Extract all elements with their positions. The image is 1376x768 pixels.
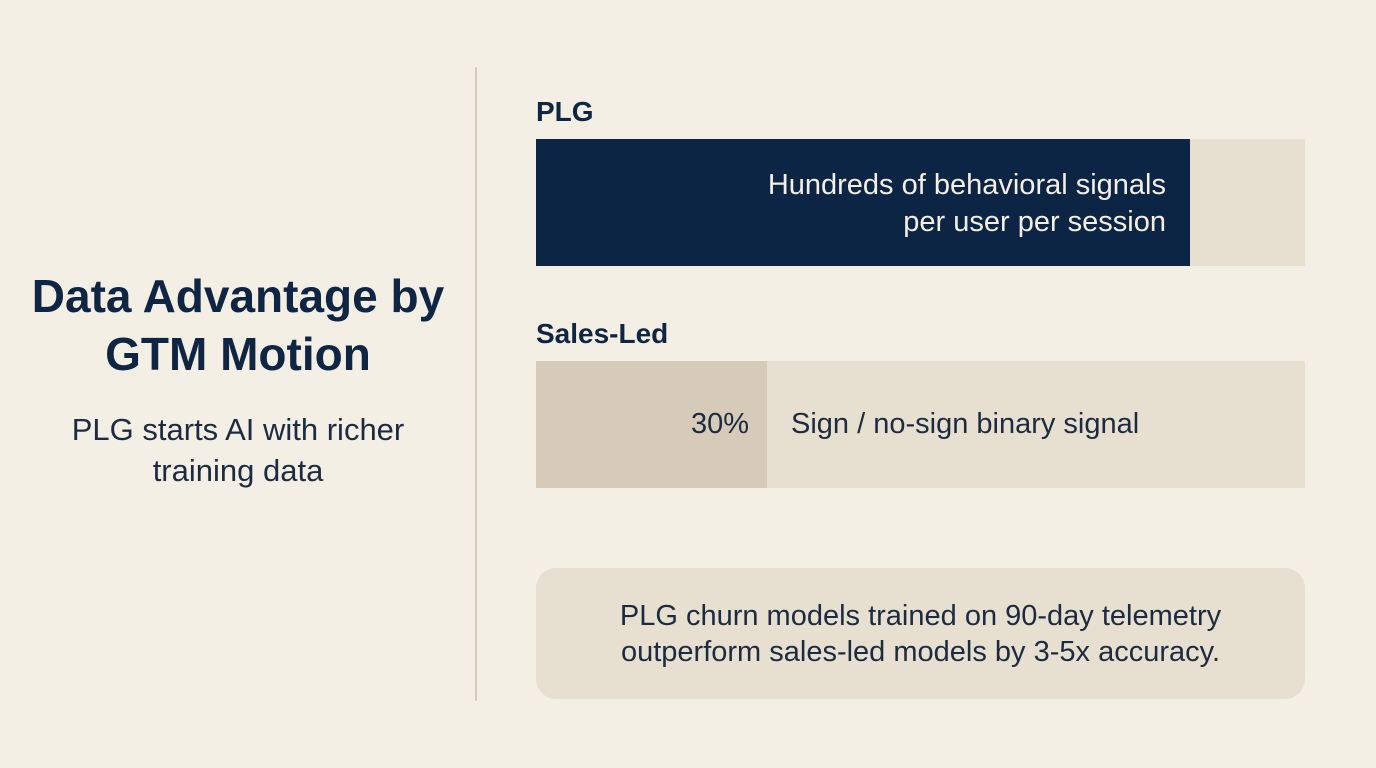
bar-label-sales-led: Sales-Led: [536, 318, 669, 349]
bar-value-label-sales-led: 30%: [690, 408, 749, 440]
insight-callout-text: PLG churn models trained on 90-day telem…: [619, 599, 1222, 668]
bar-description-plg: Hundreds of behavioral signals per user p…: [767, 169, 1166, 238]
left-panel: Data Advantage by GTM Motion PLG starts …: [0, 0, 476, 768]
bar-description-sales-led: Sign / no-sign binary signal: [791, 408, 1140, 440]
bar-sales-led: 30%: [536, 361, 767, 488]
page-title: Data Advantage by GTM Motion: [31, 270, 445, 380]
bar-plg: Hundreds of behavioral signals per user p…: [536, 139, 1190, 266]
insight-callout: PLG churn models trained on 90-day telem…: [536, 568, 1305, 699]
page-subtitle: PLG starts AI with richer training data: [71, 412, 405, 488]
vertical-divider: [475, 67, 477, 701]
bar-label-plg: PLG: [536, 96, 594, 127]
bar-track-sales-led: 30% Sign / no-sign binary signal: [536, 361, 1305, 488]
bar-track-plg: Hundreds of behavioral signals per user p…: [536, 139, 1305, 266]
